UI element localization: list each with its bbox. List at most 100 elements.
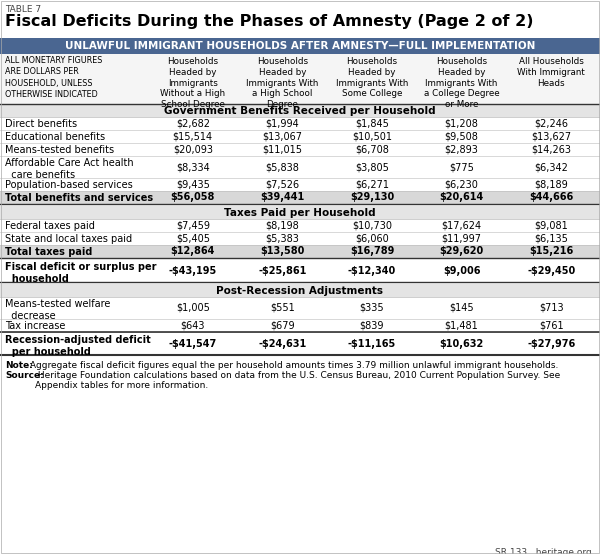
Text: $5,838: $5,838 xyxy=(265,162,299,172)
Text: $1,481: $1,481 xyxy=(445,321,478,331)
Text: $10,501: $10,501 xyxy=(352,131,392,141)
Text: $713: $713 xyxy=(539,303,563,313)
Text: Aggregate fiscal deficit figures equal the per household amounts times 3.79 mill: Aggregate fiscal deficit figures equal t… xyxy=(27,361,559,370)
Text: Means-tested welfare
  decrease: Means-tested welfare decrease xyxy=(5,299,110,321)
Text: $6,708: $6,708 xyxy=(355,145,389,155)
Bar xyxy=(0,38,600,54)
Text: $7,459: $7,459 xyxy=(176,220,210,230)
Text: $643: $643 xyxy=(181,321,205,331)
Text: $11,997: $11,997 xyxy=(442,233,482,244)
Bar xyxy=(0,104,600,117)
Text: $1,005: $1,005 xyxy=(176,303,210,313)
Text: -$12,340: -$12,340 xyxy=(348,266,396,276)
Bar xyxy=(0,54,600,104)
Text: $6,230: $6,230 xyxy=(445,179,479,189)
Text: $7,526: $7,526 xyxy=(265,179,299,189)
Text: Taxes Paid per Household: Taxes Paid per Household xyxy=(224,208,376,218)
Bar xyxy=(0,191,600,204)
Text: $29,130: $29,130 xyxy=(350,192,394,203)
Text: $5,405: $5,405 xyxy=(176,233,210,244)
Text: $8,189: $8,189 xyxy=(535,179,568,189)
Text: $6,060: $6,060 xyxy=(355,233,389,244)
Text: TABLE 7: TABLE 7 xyxy=(5,5,41,14)
Text: $839: $839 xyxy=(360,321,384,331)
Text: $761: $761 xyxy=(539,321,563,331)
Text: Source:: Source: xyxy=(5,371,44,380)
Text: $3,805: $3,805 xyxy=(355,162,389,172)
Text: $335: $335 xyxy=(359,303,385,313)
Text: $39,441: $39,441 xyxy=(260,192,305,203)
Text: Total taxes paid: Total taxes paid xyxy=(5,247,92,257)
Text: Population-based services: Population-based services xyxy=(5,180,133,190)
Text: $1,845: $1,845 xyxy=(355,119,389,129)
Text: Tax increase: Tax increase xyxy=(5,321,65,331)
Text: Households
Headed by
Immigrants
Without a High
School Degree: Households Headed by Immigrants Without … xyxy=(160,57,226,109)
Text: $17,624: $17,624 xyxy=(442,220,482,230)
Text: $2,246: $2,246 xyxy=(534,119,568,129)
Text: -$11,165: -$11,165 xyxy=(348,339,396,349)
Text: $56,058: $56,058 xyxy=(170,192,215,203)
Text: -$41,547: -$41,547 xyxy=(169,339,217,349)
Text: $29,620: $29,620 xyxy=(439,247,484,257)
Text: $6,342: $6,342 xyxy=(534,162,568,172)
Text: -$43,195: -$43,195 xyxy=(169,266,217,276)
Text: Educational benefits: Educational benefits xyxy=(5,132,105,142)
Text: $15,514: $15,514 xyxy=(173,131,213,141)
Text: -$27,976: -$27,976 xyxy=(527,339,575,349)
Text: Heritage Foundation calculations based on data from the U.S. Census Bureau, 2010: Heritage Foundation calculations based o… xyxy=(35,371,560,391)
Text: $16,789: $16,789 xyxy=(350,247,394,257)
Text: Post-Recession Adjustments: Post-Recession Adjustments xyxy=(217,285,383,295)
Text: $10,730: $10,730 xyxy=(352,220,392,230)
Text: $13,627: $13,627 xyxy=(531,131,571,141)
Bar xyxy=(0,206,600,219)
Text: $2,682: $2,682 xyxy=(176,119,210,129)
Text: $551: $551 xyxy=(270,303,295,313)
Text: $44,666: $44,666 xyxy=(529,192,574,203)
Text: Federal taxes paid: Federal taxes paid xyxy=(5,221,95,231)
Text: $679: $679 xyxy=(270,321,295,331)
Text: Households
Headed by
Immigrants With
a College Degree
or More: Households Headed by Immigrants With a C… xyxy=(424,57,499,109)
Text: Households
Headed by
Immigrants With
a High School
Degree: Households Headed by Immigrants With a H… xyxy=(246,57,319,109)
Text: $9,006: $9,006 xyxy=(443,266,481,276)
Text: Fiscal deficit or surplus per
  household: Fiscal deficit or surplus per household xyxy=(5,262,157,284)
Bar xyxy=(0,245,600,258)
Text: Fiscal Deficits During the Phases of Amnesty (Page 2 of 2): Fiscal Deficits During the Phases of Amn… xyxy=(5,14,533,29)
Text: $9,508: $9,508 xyxy=(445,131,479,141)
Text: $6,271: $6,271 xyxy=(355,179,389,189)
Text: $1,208: $1,208 xyxy=(445,119,479,129)
Text: Direct benefits: Direct benefits xyxy=(5,119,77,129)
Text: $775: $775 xyxy=(449,162,474,172)
Text: SR 133   heritage.org: SR 133 heritage.org xyxy=(495,548,592,554)
Text: Total benefits and services: Total benefits and services xyxy=(5,193,153,203)
Text: -$24,631: -$24,631 xyxy=(258,339,307,349)
Text: -$25,861: -$25,861 xyxy=(258,266,307,276)
Bar xyxy=(0,284,600,297)
Text: Means-tested benefits: Means-tested benefits xyxy=(5,145,114,155)
Text: $20,614: $20,614 xyxy=(439,192,484,203)
Text: $9,435: $9,435 xyxy=(176,179,210,189)
Text: $11,015: $11,015 xyxy=(262,145,302,155)
Text: State and local taxes paid: State and local taxes paid xyxy=(5,234,132,244)
Text: $12,864: $12,864 xyxy=(170,247,215,257)
Text: $2,893: $2,893 xyxy=(445,145,479,155)
Text: UNLAWFUL IMMIGRANT HOUSEHOLDS AFTER AMNESTY—FULL IMPLEMENTATION: UNLAWFUL IMMIGRANT HOUSEHOLDS AFTER AMNE… xyxy=(65,41,535,51)
Text: Recession-adjusted deficit
  per household: Recession-adjusted deficit per household xyxy=(5,335,151,357)
Text: $14,263: $14,263 xyxy=(531,145,571,155)
Text: -$29,450: -$29,450 xyxy=(527,266,575,276)
Text: $145: $145 xyxy=(449,303,474,313)
Text: Note:: Note: xyxy=(5,361,33,370)
Text: $13,067: $13,067 xyxy=(262,131,302,141)
Text: Affordable Care Act health
  care benefits: Affordable Care Act health care benefits xyxy=(5,158,134,180)
Text: $1,994: $1,994 xyxy=(266,119,299,129)
Text: $15,216: $15,216 xyxy=(529,247,574,257)
Text: $10,632: $10,632 xyxy=(439,339,484,349)
Text: $6,135: $6,135 xyxy=(534,233,568,244)
Text: $8,198: $8,198 xyxy=(266,220,299,230)
Text: All Households
With Immigrant
Heads: All Households With Immigrant Heads xyxy=(517,57,585,88)
Text: $13,580: $13,580 xyxy=(260,247,305,257)
Text: $5,383: $5,383 xyxy=(265,233,299,244)
Text: $8,334: $8,334 xyxy=(176,162,209,172)
Text: ALL MONETARY FIGURES
ARE DOLLARS PER
HOUSEHOLD, UNLESS
OTHERWISE INDICATED: ALL MONETARY FIGURES ARE DOLLARS PER HOU… xyxy=(5,56,103,99)
Text: $20,093: $20,093 xyxy=(173,145,213,155)
Text: Government Benefits Received per Household: Government Benefits Received per Househo… xyxy=(164,105,436,115)
